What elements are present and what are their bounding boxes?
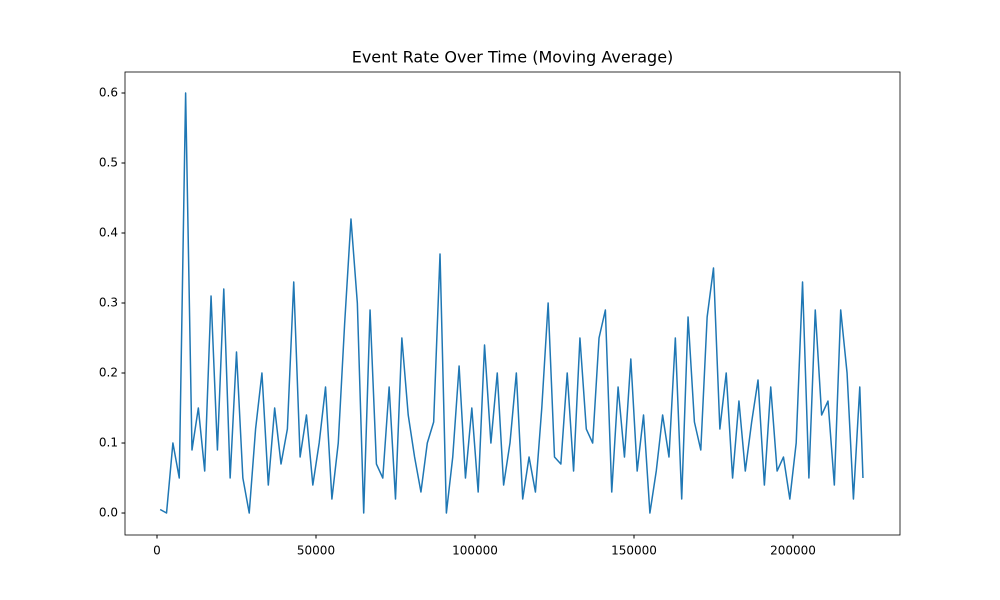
- chart-title: Event Rate Over Time (Moving Average): [352, 48, 674, 67]
- data-line: [159, 92, 864, 514]
- plot-frame: [124, 71, 901, 536]
- y-tick-label: 0.6: [99, 86, 118, 100]
- y-tick-label: 0.4: [99, 226, 118, 240]
- x-tick-label: 150000: [611, 544, 657, 558]
- y-tick-label: 0.2: [99, 366, 118, 380]
- y-tick-label: 0.5: [99, 156, 118, 170]
- y-tick-label: 0.3: [99, 296, 118, 310]
- x-tick-label: 50000: [297, 544, 335, 558]
- y-tick-label: 0.0: [99, 506, 118, 520]
- y-tick-label: 0.1: [99, 436, 118, 450]
- x-tick-label: 0: [153, 544, 161, 558]
- x-tick-label: 200000: [770, 544, 816, 558]
- x-tick-label: 100000: [452, 544, 498, 558]
